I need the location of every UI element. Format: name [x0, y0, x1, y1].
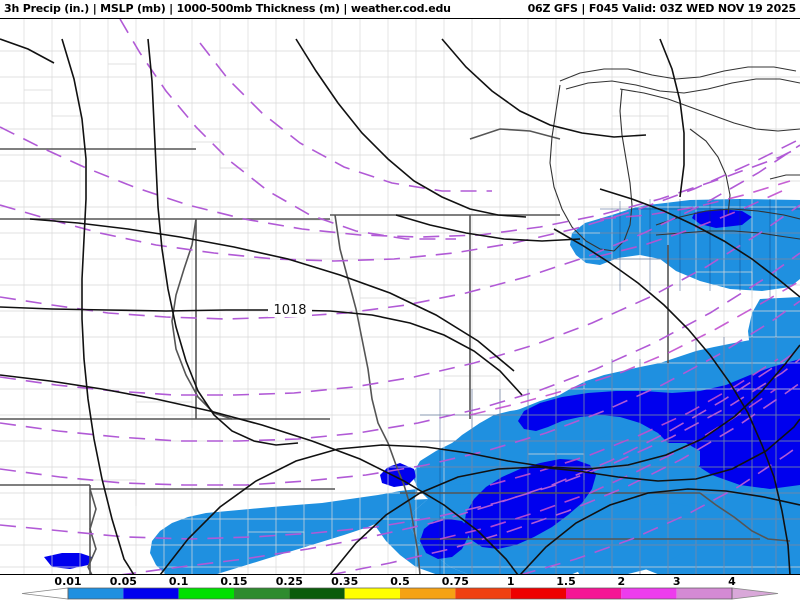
- thickness-contour: [330, 382, 800, 574]
- colorbar-band[interactable]: [455, 588, 511, 599]
- mslp-isobars-layer: [0, 38, 800, 574]
- thickness-contour: [0, 358, 800, 540]
- isobar-line: [519, 488, 800, 574]
- colorbar-tick-label: 0.35: [331, 575, 359, 588]
- map-canvas[interactable]: 1018: [0, 19, 800, 575]
- isobar-line: [0, 38, 55, 64]
- colorbar-tick-label: 3: [672, 575, 681, 588]
- colorbar-swatches[interactable]: [0, 587, 800, 600]
- precip-colorbar[interactable]: 0.01 0.05 0.1 0.15 0.25 0.35 0.5 0.75 1 1.5 2 3 4: [0, 575, 800, 600]
- precip-region-light-mississippi: [376, 499, 468, 574]
- isobar-line: [329, 418, 800, 574]
- precip-region-dark-ohio-valley: [518, 359, 800, 489]
- header-product-title: 3h Precip (in.) | MSLP (mb) | 1000-500mb…: [4, 2, 451, 15]
- isobar-line: [441, 38, 647, 138]
- thickness-contour: [199, 42, 492, 192]
- thickness-contour: [0, 300, 800, 486]
- thickness-contour: [121, 348, 800, 574]
- great-lakes-coastline-layer: [549, 66, 800, 252]
- colorbar-band[interactable]: [566, 588, 622, 599]
- isobar-line: [147, 38, 299, 446]
- colorbar-band[interactable]: [68, 588, 124, 599]
- colorbar-tick-marks: [67, 587, 733, 600]
- isobar-line: [659, 38, 685, 198]
- isobar-line: [29, 218, 515, 372]
- thickness-contour: [0, 126, 800, 238]
- colorbar-tick-label: 0.1: [168, 575, 189, 588]
- state-boundaries-layer: [0, 128, 791, 574]
- isobar-line: [159, 344, 800, 574]
- colorbar-tick-label: 1.5: [556, 575, 576, 588]
- colorbar-band[interactable]: [510, 588, 566, 599]
- colorbar-band[interactable]: [344, 588, 400, 599]
- colorbar-band[interactable]: [123, 588, 179, 599]
- colorbar-arrow-group: [21, 587, 779, 600]
- thickness-contour: [0, 138, 800, 262]
- isobar-line: [295, 38, 527, 218]
- colorbar-over-arrow: [731, 587, 779, 600]
- colorbar-band-group[interactable]: [68, 588, 732, 599]
- colorbar-band[interactable]: [234, 588, 290, 599]
- header-bar: 3h Precip (in.) | MSLP (mb) | 1000-500mb…: [0, 0, 800, 19]
- thickness-contours-over-precip: [439, 180, 800, 540]
- colorbar-band[interactable]: [400, 588, 456, 599]
- thickness-contour: [0, 252, 800, 442]
- isobar-label-mask: [268, 301, 312, 317]
- isobar-label-group: 1018: [268, 301, 312, 318]
- colorbar-tick-label: 0.15: [220, 575, 248, 588]
- isobar-label-1018: 1018: [273, 303, 306, 318]
- isobar-line: [61, 38, 135, 574]
- colorbar-band[interactable]: [676, 588, 732, 599]
- colorbar-tick-label: 1: [506, 575, 515, 588]
- colorbar-tick-label: 0.5: [390, 575, 410, 588]
- precip-region-dark-tennessee: [464, 459, 596, 549]
- thickness-contour: [0, 204, 800, 396]
- colorbar-band[interactable]: [289, 588, 345, 599]
- colorbar-tick-label: 4: [728, 575, 736, 588]
- map-svg: 1018: [0, 19, 800, 574]
- colorbar-band[interactable]: [621, 588, 677, 599]
- isobar-line: [395, 214, 581, 242]
- colorbar-band[interactable]: [178, 588, 234, 599]
- colorbar-tick-label: 0.01: [54, 575, 82, 588]
- colorbar-tick-label: 0.05: [109, 575, 137, 588]
- header-model-valid-time: 06Z GFS | F045 Valid: 03Z WED NOV 19 202…: [527, 2, 797, 15]
- colorbar-outline: [67, 587, 733, 600]
- isobar-line: [599, 188, 800, 298]
- thickness-contours-layer: [0, 19, 800, 574]
- colorbar-tick-label: 0.75: [441, 575, 469, 588]
- isobar-line: [0, 374, 519, 574]
- colorbar-under-arrow: [21, 587, 69, 600]
- isobar-line: [0, 306, 523, 396]
- precip-region-light-west-arm: [150, 489, 418, 574]
- precip-region-dark-west-tennessee: [380, 463, 416, 487]
- isobar-line: [553, 228, 791, 574]
- thickness-contour: [520, 444, 800, 574]
- colorbar-tick-label: 0.25: [275, 575, 303, 588]
- colorbar-tick-label: 2: [617, 575, 626, 588]
